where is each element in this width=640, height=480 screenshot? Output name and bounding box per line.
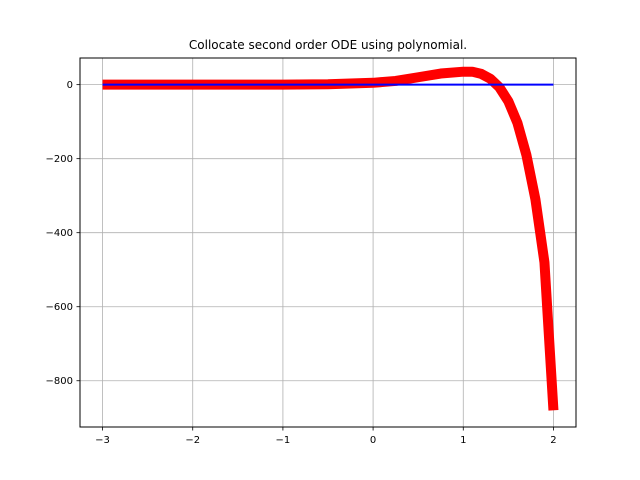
- plot-area-frame: [79, 57, 577, 428]
- y-tick-label: −200: [46, 154, 73, 165]
- x-tick-label: −2: [185, 435, 200, 446]
- x-tick-label: 1: [460, 435, 466, 446]
- plot-series: [102, 66, 559, 411]
- axis-ticks: −3 −2 −1 0 1 2 0 −200 −400 −600 −800: [46, 80, 557, 446]
- y-tick-label: −600: [46, 302, 73, 313]
- chart-title: Collocate second order ODE using polynom…: [189, 38, 467, 52]
- grid-lines: [80, 58, 576, 427]
- x-tick-label: −3: [95, 435, 110, 446]
- y-tick-label: 0: [67, 80, 73, 91]
- x-tick-label: 0: [370, 435, 376, 446]
- y-tick-label: −800: [46, 376, 73, 387]
- x-tick-label: −1: [276, 435, 291, 446]
- y-tick-label: −400: [46, 228, 73, 239]
- x-tick-label: 2: [550, 435, 556, 446]
